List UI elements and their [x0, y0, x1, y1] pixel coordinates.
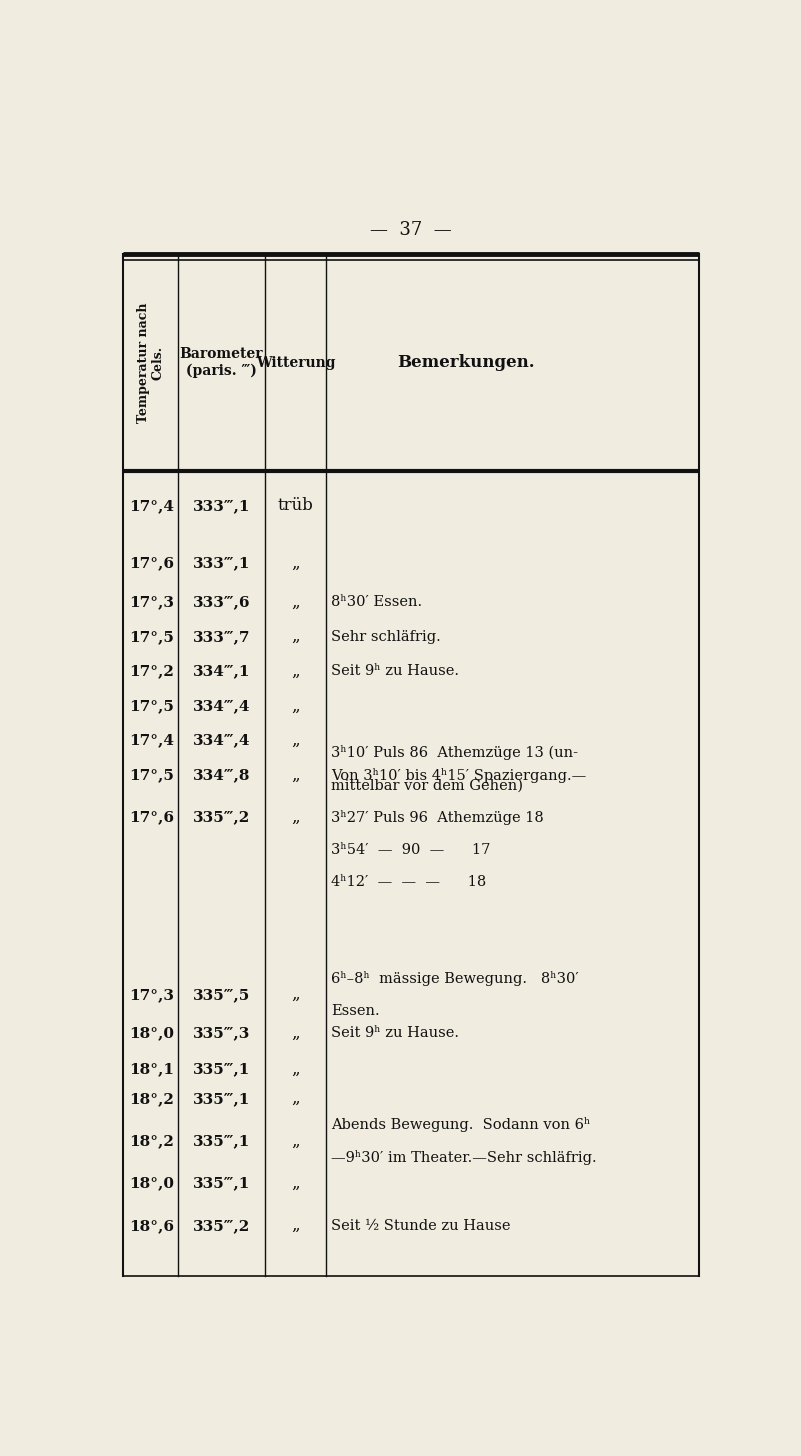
Text: 333‴,1: 333‴,1	[193, 556, 250, 571]
Text: 8ʰ30′ Essen.: 8ʰ30′ Essen.	[331, 596, 422, 609]
Text: „: „	[292, 1175, 300, 1192]
Text: 334‴,8: 334‴,8	[193, 769, 250, 782]
Text: 335‴,2: 335‴,2	[193, 811, 250, 824]
Text: 18°,6: 18°,6	[129, 1219, 174, 1233]
Text: 17°,3: 17°,3	[129, 596, 174, 609]
Text: Temperatur nach
Cels.: Temperatur nach Cels.	[136, 303, 164, 422]
Text: „: „	[292, 1091, 300, 1107]
Text: „: „	[292, 1025, 300, 1042]
Text: „: „	[292, 662, 300, 680]
Text: 335‴,1: 335‴,1	[193, 1092, 250, 1105]
Text: 333‴,1: 333‴,1	[193, 499, 250, 513]
Text: 17°,4: 17°,4	[129, 734, 174, 748]
Text: 334‴,4: 334‴,4	[193, 734, 250, 748]
Text: 18°,1: 18°,1	[129, 1063, 174, 1076]
Text: „: „	[292, 1133, 300, 1150]
Text: Bemerkungen.: Bemerkungen.	[397, 354, 535, 371]
Text: „: „	[292, 1061, 300, 1077]
Text: 3ʰ27′ Puls 96  Athemzüge 18: 3ʰ27′ Puls 96 Athemzüge 18	[331, 810, 544, 826]
Text: „: „	[292, 555, 300, 572]
Text: 18°,2: 18°,2	[129, 1134, 174, 1149]
Text: 17°,6: 17°,6	[129, 811, 174, 824]
Text: 4ʰ12′  —  —  —      18: 4ʰ12′ — — — 18	[331, 875, 486, 890]
Text: 6ʰ–8ʰ  mässige Bewegung.   8ʰ30′: 6ʰ–8ʰ mässige Bewegung. 8ʰ30′	[331, 971, 579, 986]
Text: —  37  —: — 37 —	[370, 221, 451, 239]
Text: „: „	[292, 732, 300, 750]
Text: 17°,5: 17°,5	[129, 629, 174, 644]
Text: 335‴,5: 335‴,5	[193, 987, 250, 1002]
Text: trüb: trüb	[278, 498, 314, 514]
Text: 335‴,1: 335‴,1	[193, 1134, 250, 1149]
Text: Von 3ʰ10′ bis 4ʰ15′ Spaziergang.—: Von 3ʰ10′ bis 4ʰ15′ Spaziergang.—	[331, 767, 586, 783]
Text: 335‴,3: 335‴,3	[193, 1026, 250, 1040]
Text: 17°,6: 17°,6	[129, 556, 174, 571]
Text: 17°,2: 17°,2	[129, 664, 174, 678]
Text: „: „	[292, 986, 300, 1003]
Text: „: „	[292, 594, 300, 610]
Text: —9ʰ30′ im Theater.—Sehr schläfrig.: —9ʰ30′ im Theater.—Sehr schläfrig.	[331, 1150, 597, 1165]
Text: 335‴,2: 335‴,2	[193, 1219, 250, 1233]
Text: 18°,0: 18°,0	[129, 1026, 174, 1040]
Text: Essen.: Essen.	[331, 1005, 380, 1018]
Text: 335‴,1: 335‴,1	[193, 1176, 250, 1191]
Text: Barometer
(paris. ‴): Barometer (paris. ‴)	[179, 348, 264, 379]
Text: 18°,0: 18°,0	[129, 1176, 174, 1191]
Text: Seit 9ʰ zu Hause.: Seit 9ʰ zu Hause.	[331, 1026, 459, 1040]
Text: 3ʰ10′ Puls 86  Athemzüge 13 (un-: 3ʰ10′ Puls 86 Athemzüge 13 (un-	[331, 745, 578, 760]
Text: 335‴,1: 335‴,1	[193, 1063, 250, 1076]
Text: Seit 9ʰ zu Hause.: Seit 9ʰ zu Hause.	[331, 664, 459, 678]
Text: 3ʰ54′  —  90  —      17: 3ʰ54′ — 90 — 17	[331, 843, 490, 858]
Text: 17°,3: 17°,3	[129, 987, 174, 1002]
Text: Abends Bewegung.  Sodann von 6ʰ: Abends Bewegung. Sodann von 6ʰ	[331, 1117, 590, 1133]
Text: 17°,4: 17°,4	[129, 499, 174, 513]
Text: 334‴,4: 334‴,4	[193, 699, 250, 713]
Text: 17°,5: 17°,5	[129, 699, 174, 713]
Text: „: „	[292, 628, 300, 645]
Text: Sehr schläfrig.: Sehr schläfrig.	[331, 629, 441, 644]
Text: mittelbar vor dem Gehen): mittelbar vor dem Gehen)	[331, 779, 523, 792]
Text: „: „	[292, 697, 300, 715]
Text: 17°,5: 17°,5	[129, 769, 174, 782]
Text: 333‴,7: 333‴,7	[193, 629, 250, 644]
Text: Witterung: Witterung	[256, 355, 336, 370]
Text: „: „	[292, 810, 300, 826]
Text: 18°,2: 18°,2	[129, 1092, 174, 1105]
Text: „: „	[292, 1217, 300, 1235]
Text: Seit ½ Stunde zu Hause: Seit ½ Stunde zu Hause	[331, 1219, 510, 1233]
Text: „: „	[292, 767, 300, 783]
Text: 333‴,6: 333‴,6	[193, 596, 250, 609]
Text: 334‴,1: 334‴,1	[193, 664, 250, 678]
